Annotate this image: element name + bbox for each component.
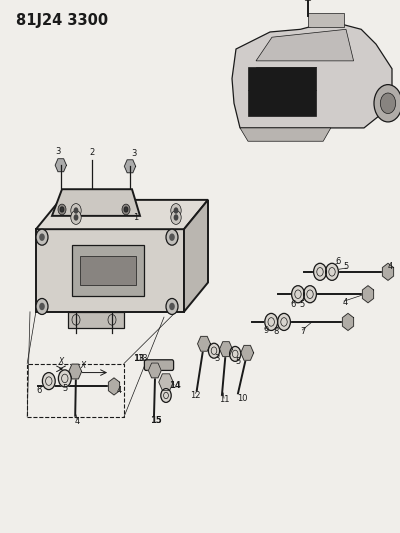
Text: 3: 3	[55, 148, 61, 156]
Text: 10: 10	[237, 394, 248, 403]
Circle shape	[174, 214, 178, 221]
Polygon shape	[148, 363, 161, 378]
Circle shape	[374, 85, 400, 122]
Circle shape	[174, 207, 178, 214]
Circle shape	[58, 204, 66, 215]
Circle shape	[39, 233, 45, 241]
Polygon shape	[55, 159, 66, 172]
Circle shape	[326, 263, 338, 280]
Polygon shape	[36, 200, 208, 229]
Circle shape	[42, 373, 55, 390]
Polygon shape	[232, 21, 392, 128]
Circle shape	[265, 313, 278, 330]
Circle shape	[169, 303, 175, 310]
Circle shape	[71, 211, 81, 224]
Circle shape	[380, 93, 396, 114]
Text: 9: 9	[263, 326, 269, 335]
Circle shape	[166, 298, 178, 314]
Polygon shape	[184, 200, 208, 312]
Text: 15: 15	[150, 416, 162, 424]
Circle shape	[314, 263, 326, 280]
Text: 6: 6	[36, 386, 42, 394]
FancyBboxPatch shape	[144, 360, 174, 370]
Circle shape	[161, 389, 171, 402]
Circle shape	[304, 286, 316, 303]
Polygon shape	[220, 342, 232, 357]
Polygon shape	[241, 345, 254, 360]
Text: X: X	[58, 357, 64, 366]
Text: 5: 5	[344, 262, 349, 271]
Text: 81J24 3300: 81J24 3300	[16, 13, 108, 28]
Bar	[80, 256, 136, 285]
Circle shape	[36, 298, 48, 314]
Circle shape	[171, 211, 181, 224]
Text: 4: 4	[342, 298, 348, 307]
Text: 11: 11	[219, 395, 229, 404]
Text: 3: 3	[131, 149, 137, 158]
Circle shape	[71, 204, 81, 217]
Circle shape	[60, 207, 64, 212]
Polygon shape	[198, 336, 210, 351]
Circle shape	[74, 207, 78, 214]
Circle shape	[278, 313, 290, 330]
Polygon shape	[108, 378, 120, 395]
Circle shape	[292, 286, 304, 303]
Text: 5: 5	[299, 301, 304, 309]
Polygon shape	[36, 229, 184, 312]
Circle shape	[171, 204, 181, 217]
Circle shape	[58, 370, 71, 387]
Circle shape	[74, 214, 78, 221]
Circle shape	[124, 207, 128, 212]
Text: 12: 12	[190, 391, 201, 400]
Polygon shape	[159, 374, 173, 391]
Text: 4: 4	[74, 417, 80, 425]
Text: 1: 1	[133, 213, 139, 222]
Polygon shape	[69, 364, 82, 379]
Text: 5: 5	[62, 384, 68, 392]
Circle shape	[122, 204, 130, 215]
Text: 4: 4	[116, 386, 122, 394]
Polygon shape	[382, 263, 394, 280]
Bar	[72, 245, 144, 296]
Text: 5: 5	[236, 357, 241, 366]
Circle shape	[208, 343, 220, 358]
Circle shape	[39, 303, 45, 310]
Polygon shape	[248, 67, 316, 116]
Text: 13: 13	[137, 354, 147, 362]
Text: 6: 6	[290, 301, 296, 309]
Text: 7: 7	[300, 327, 306, 336]
Text: 6: 6	[335, 257, 341, 265]
Polygon shape	[362, 286, 374, 303]
Polygon shape	[256, 29, 354, 61]
Circle shape	[166, 229, 178, 245]
Text: 14: 14	[169, 381, 181, 390]
Text: 4: 4	[387, 262, 393, 271]
Polygon shape	[52, 189, 140, 216]
Circle shape	[169, 233, 175, 241]
Polygon shape	[68, 312, 124, 328]
Polygon shape	[342, 313, 354, 330]
Text: 13: 13	[133, 354, 145, 362]
Polygon shape	[124, 160, 136, 173]
Circle shape	[36, 229, 48, 245]
Text: 3: 3	[214, 354, 220, 362]
Polygon shape	[240, 128, 331, 141]
Text: 2: 2	[89, 149, 95, 157]
Text: 8: 8	[273, 327, 279, 336]
Text: 15: 15	[151, 416, 161, 424]
Bar	[308, 13, 344, 27]
Circle shape	[230, 346, 241, 361]
Text: X: X	[80, 361, 86, 370]
